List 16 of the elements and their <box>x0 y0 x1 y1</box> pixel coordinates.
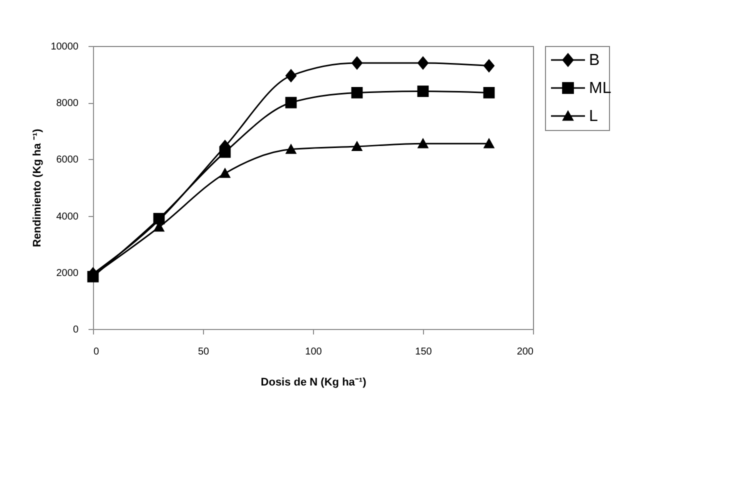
y-tick-label: 2000 <box>56 268 79 279</box>
y-tick-label: 0 <box>72 324 79 336</box>
x-tick-label: 50 <box>198 346 210 358</box>
x-tick-label: 150 <box>415 346 432 358</box>
x-tick-label: 0 <box>94 346 100 358</box>
y-axis-title: Rendimiento (Kg ha ⁻¹) <box>32 128 44 248</box>
y-tick-label: 6000 <box>56 154 79 166</box>
legend-label: L <box>589 108 598 125</box>
x-axis-title: Dosis de N (Kg ha⁻¹) <box>260 376 367 388</box>
legend-label: B <box>589 52 600 69</box>
y-tick-label: 4000 <box>56 211 79 222</box>
x-tick-label: 100 <box>305 346 322 358</box>
legend-label: ML <box>589 80 612 97</box>
x-tick-label: 200 <box>516 346 534 358</box>
y-tick-label: 8000 <box>56 98 79 110</box>
y-tick-label: 10000 <box>50 42 79 52</box>
